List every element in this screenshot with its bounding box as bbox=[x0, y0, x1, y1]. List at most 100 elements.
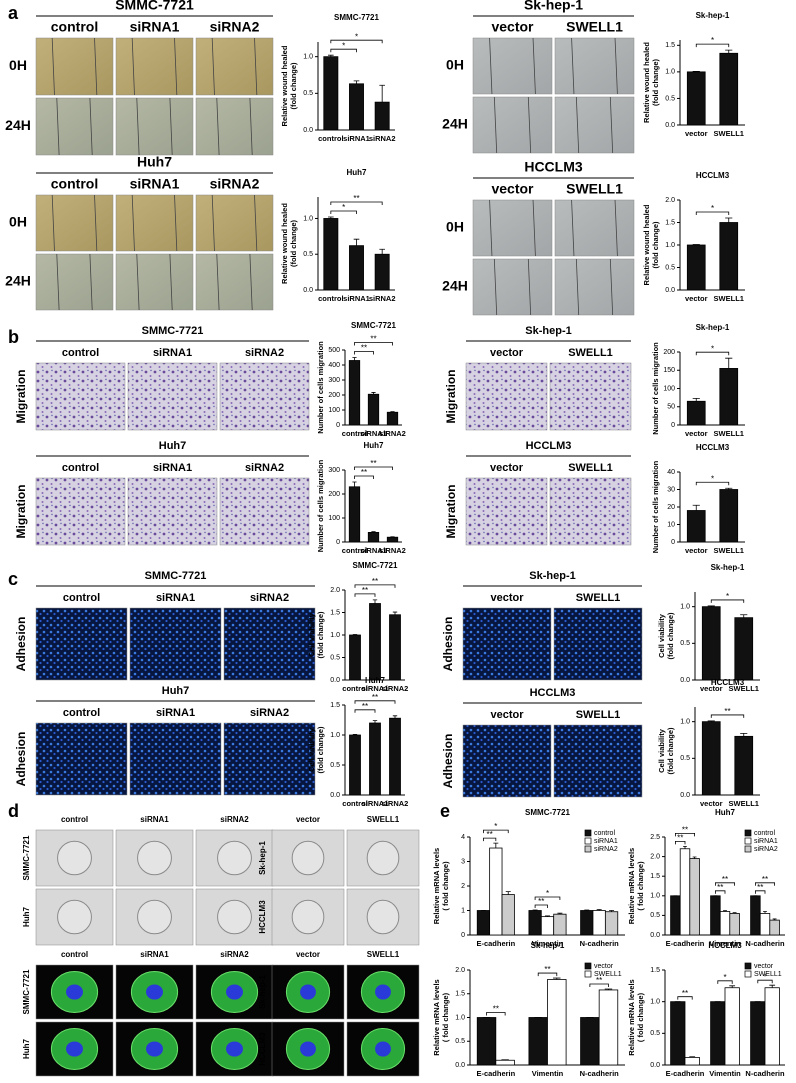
bar bbox=[349, 83, 364, 131]
legend-swatch bbox=[584, 970, 592, 978]
y-axis-label: ( fold change) bbox=[636, 861, 645, 911]
y-tick-label: 0.0 bbox=[330, 792, 340, 799]
bar bbox=[769, 919, 780, 936]
wound-edge bbox=[609, 96, 614, 154]
chart-title: SMMC-7721 bbox=[351, 321, 396, 330]
cell bbox=[366, 899, 400, 935]
column-header: control bbox=[51, 176, 98, 192]
y-tick-label: 50 bbox=[667, 404, 675, 411]
y-tick-label: 0.5 bbox=[650, 912, 660, 919]
significance-bracket bbox=[354, 700, 396, 704]
error-bar bbox=[707, 720, 715, 722]
wound-edge bbox=[94, 194, 98, 252]
y-tick-label: 1.5 bbox=[650, 967, 660, 974]
y-tick-label: 0.5 bbox=[455, 1038, 465, 1045]
y-axis-label: Number of cells migration bbox=[316, 341, 325, 434]
micrograph bbox=[115, 253, 194, 311]
significance-bracket bbox=[715, 890, 726, 894]
wound-edge bbox=[169, 97, 173, 156]
y-tick-label: 0.5 bbox=[303, 90, 313, 97]
micrograph bbox=[472, 37, 553, 95]
micrograph bbox=[223, 607, 316, 681]
row-label: Adhesion bbox=[14, 617, 28, 672]
bar bbox=[495, 1059, 515, 1066]
chart-title: HCCLM3 bbox=[708, 941, 742, 950]
column-header: siRNA1 bbox=[153, 462, 192, 474]
chart-title: SMMC-7721 bbox=[525, 808, 570, 817]
bar bbox=[389, 614, 401, 681]
x-tick-label: N-cadherin bbox=[580, 939, 620, 948]
wound-edge bbox=[131, 194, 135, 252]
bar bbox=[750, 895, 761, 936]
row-label: 0H bbox=[9, 57, 27, 73]
micrograph bbox=[554, 199, 635, 257]
wound-edge bbox=[51, 194, 55, 252]
micrograph bbox=[195, 97, 274, 156]
legend-swatch bbox=[584, 837, 592, 845]
y-tick-label: 0.0 bbox=[665, 122, 675, 129]
wound-edge bbox=[89, 253, 93, 311]
error-bar bbox=[732, 912, 737, 914]
column-header: control bbox=[51, 19, 98, 35]
cell bbox=[57, 899, 92, 935]
y-tick-label: 150 bbox=[663, 367, 675, 374]
y-axis-label: ( fold change) bbox=[441, 992, 450, 1042]
panel-label: c bbox=[8, 569, 18, 589]
group-title: SMMC-7721 bbox=[115, 0, 194, 13]
significance-label: ** bbox=[724, 707, 730, 716]
significance-label: * bbox=[711, 474, 714, 483]
significance-bracket bbox=[330, 210, 357, 215]
legend-label: siRNA1 bbox=[594, 838, 618, 845]
legend-swatch bbox=[584, 829, 592, 837]
column-header: vector bbox=[490, 347, 524, 359]
significance-label: ** bbox=[682, 826, 688, 835]
chart-title: HCCLM3 bbox=[696, 171, 730, 180]
error-bar bbox=[379, 84, 385, 103]
error-bar bbox=[545, 915, 550, 917]
bar bbox=[598, 989, 619, 1066]
y-tick-label: 2.0 bbox=[455, 967, 465, 974]
y-tick-label: 1.5 bbox=[665, 42, 675, 49]
y-tick-label: 1.5 bbox=[455, 991, 465, 998]
bar bbox=[764, 987, 780, 1066]
y-tick-label: 0.0 bbox=[455, 1062, 465, 1069]
chart-title: SMMC-7721 bbox=[334, 13, 379, 22]
micrograph bbox=[35, 362, 126, 431]
x-tick-label: siRNA1 bbox=[362, 684, 389, 693]
micrograph bbox=[35, 253, 114, 311]
significance-label: ** bbox=[596, 976, 602, 985]
x-tick-label: SWELL1 bbox=[714, 129, 744, 138]
significance-label: ** bbox=[538, 897, 544, 906]
error-bar bbox=[683, 846, 687, 849]
error-bar bbox=[692, 856, 697, 859]
significance-label: * bbox=[726, 592, 729, 601]
y-tick-label: 0.5 bbox=[680, 640, 690, 647]
bar bbox=[710, 1001, 726, 1066]
column-header: siRNA2 bbox=[245, 347, 284, 359]
significance-bracket bbox=[710, 599, 745, 603]
legend-label: siRNA2 bbox=[594, 846, 618, 853]
micrograph bbox=[223, 722, 316, 796]
significance-bracket bbox=[354, 475, 374, 479]
y-axis-label: Relative mRNA levels bbox=[627, 848, 636, 924]
significance-label: ** bbox=[362, 702, 368, 711]
chart-title: Huh7 bbox=[347, 168, 368, 177]
legend-label: SWELL1 bbox=[594, 971, 622, 978]
micrograph bbox=[219, 477, 310, 546]
y-tick-label: 100 bbox=[328, 515, 340, 522]
wound-edge bbox=[249, 97, 253, 156]
legend-swatch bbox=[744, 962, 752, 970]
y-tick-label: 2.0 bbox=[665, 197, 675, 204]
significance-label: ** bbox=[370, 459, 376, 468]
significance-bracket bbox=[710, 714, 745, 718]
x-tick-label: E-cadherin bbox=[476, 939, 515, 948]
significance-label: * bbox=[711, 36, 714, 45]
micrograph bbox=[129, 722, 222, 796]
significance-bracket bbox=[483, 837, 497, 842]
micrograph bbox=[127, 477, 218, 546]
column-header: siRNA1 bbox=[156, 592, 195, 604]
bar bbox=[684, 1057, 700, 1066]
legend-label: control bbox=[594, 830, 615, 837]
chart-title: HCCLM3 bbox=[711, 678, 745, 687]
